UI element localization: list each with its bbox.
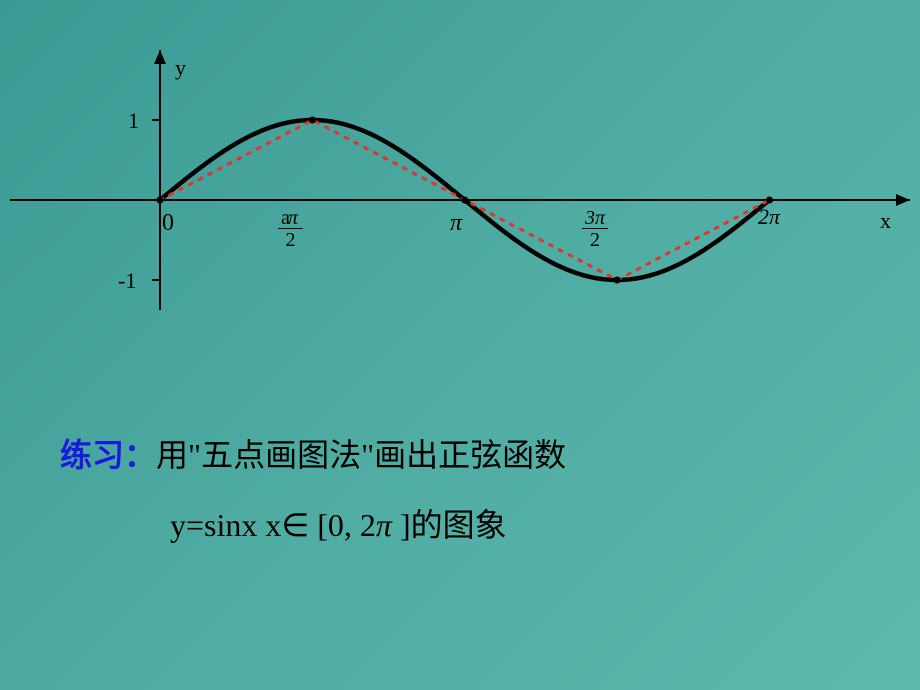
x-tick-pi2-num: aπ xyxy=(278,208,303,229)
exercise-prefix: 练习： xyxy=(60,437,156,473)
chart-svg xyxy=(0,0,920,350)
chart-area: y x 1 -1 0 aπ 2 π 3π 2 2π xyxy=(0,0,920,350)
exercise-line-1: 练习：用"五点画图法"画出正弦函数 xyxy=(60,420,860,490)
x-tick-pi: π xyxy=(450,210,462,237)
x-tick-3pi2: 3π 2 xyxy=(582,208,608,250)
exercise-text: 练习：用"五点画图法"画出正弦函数 y=sinx x∈ [0, 2π ]的图象 xyxy=(60,420,860,561)
x-tick-pi2-den: 2 xyxy=(278,229,303,250)
x-tick-2pi: 2π xyxy=(758,204,780,230)
exercise-line2-a: y=sinx x∈ [0, 2 xyxy=(170,507,376,543)
x-tick-3pi2-den: 2 xyxy=(582,229,608,250)
exercise-line2-b: ]的图象 xyxy=(392,507,507,543)
x-tick-pi2: aπ 2 xyxy=(278,208,303,250)
exercise-line1-rest: 用"五点画图法"画出正弦函数 xyxy=(156,437,566,473)
x-axis-label: x xyxy=(880,208,891,234)
exercise-line2-pi: π xyxy=(376,507,392,543)
exercise-line-2: y=sinx x∈ [0, 2π ]的图象 xyxy=(60,490,860,560)
x-tick-0: 0 xyxy=(162,210,174,237)
x-tick-3pi2-num: 3π xyxy=(582,208,608,229)
y-tick-1: 1 xyxy=(128,108,139,134)
y-tick-neg1: -1 xyxy=(118,268,136,294)
y-axis-label: y xyxy=(175,55,186,81)
